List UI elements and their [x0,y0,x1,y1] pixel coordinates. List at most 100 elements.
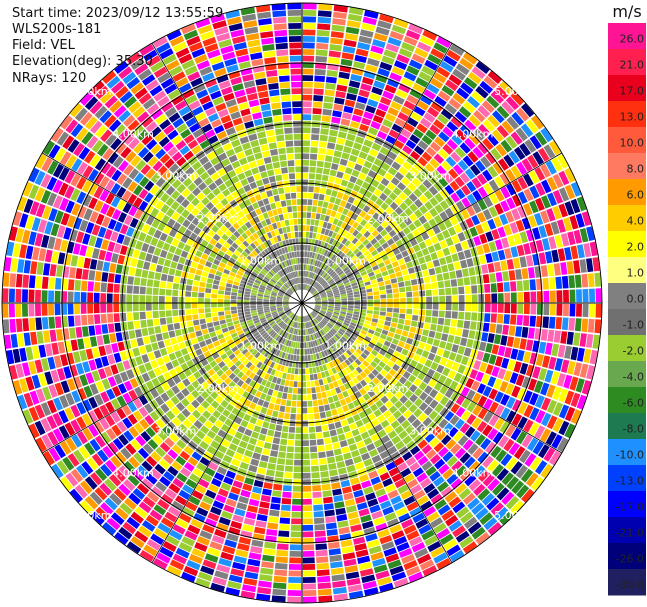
ppi-gate [495,143,507,157]
ppi-gate [500,260,508,271]
ppi-gate [69,103,83,118]
ppi-gate [191,291,198,298]
ppi-gate [60,115,73,130]
ppi-gate [314,413,320,420]
ppi-gate [44,343,53,357]
ppi-gate [122,235,131,246]
ppi-gate [276,297,283,300]
ppi-gate [430,517,444,529]
ppi-gate [298,375,302,381]
ppi-gate [283,478,293,485]
ppi-gate [153,349,162,359]
ppi-gate [535,460,548,475]
ppi-gate [132,294,139,303]
ppi-gate [288,312,293,318]
ppi-gate [221,365,229,373]
ppi-gate [186,393,195,403]
ppi-gate [270,307,277,310]
ppi-gate [123,380,133,392]
ppi-gate [109,474,122,487]
ppi-gate [397,340,405,348]
ppi-gate [443,172,454,184]
ppi-gate [419,290,426,297]
ppi-gate [157,257,165,266]
ppi-gate [309,334,312,341]
ppi-gate [289,288,294,293]
ppi-gate [380,377,389,386]
ppi-gate [150,207,160,218]
ppi-gate [331,190,338,198]
ppi-gate [233,205,242,213]
ppi-gate [398,405,408,414]
ppi-gate [379,349,387,356]
ppi-gate [268,319,275,324]
ppi-gate [315,332,320,339]
ppi-gate [424,211,433,221]
ppi-gate [342,277,349,282]
ppi-gate [451,344,459,353]
ppi-gate [313,95,324,102]
ppi-gate [92,347,100,358]
ppi-gate [569,376,579,391]
ppi-gate [356,502,368,511]
ppi-gate [342,552,356,561]
ppi-gate [233,281,240,286]
ppi-gate [372,39,386,49]
ppi-gate [128,168,140,180]
ppi-gate [52,163,64,178]
ppi-gate [353,351,360,358]
ppi-gate [509,222,519,234]
ppi-gate [361,480,372,489]
ppi-gate [219,216,228,225]
ppi-gate [110,455,122,468]
ppi-gate [189,122,201,133]
ppi-gate [333,310,340,313]
ppi-gate [223,504,235,514]
ppi-gate [401,553,416,565]
ppi-gate [6,349,15,365]
ppi-gate [589,241,598,257]
ppi-gate [438,446,449,458]
ppi-gate [352,288,359,292]
ppi-gate [210,391,219,400]
ppi-gate [258,338,265,345]
ppi-gate [233,145,243,154]
ppi-gate [332,18,346,26]
ppi-gate [463,347,472,357]
ppi-gate [48,144,61,159]
ppi-gate [218,557,232,567]
ppi-gate [344,359,351,366]
ppi-gate [472,392,482,404]
ppi-gate [510,348,519,360]
ppi-gate [377,494,389,504]
ppi-gate [302,16,317,23]
ppi-gate [307,394,312,401]
ppi-gate [255,324,262,329]
ppi-gate [324,404,331,411]
ppi-gate [178,172,188,183]
ppi-gate [420,94,433,106]
ppi-gate [319,234,324,241]
ppi-gate [446,473,459,485]
ppi-gate [197,571,213,582]
ppi-gate [395,358,404,367]
ppi-gate [41,276,49,289]
ppi-gate [265,274,272,280]
ppi-gate [490,313,497,323]
ppi-gate [385,43,400,53]
ppi-gate [335,386,342,394]
ppi-gate [134,63,149,76]
ppi-gate [79,480,93,495]
ppi-gate [332,488,342,496]
ppi-gate [434,266,442,274]
ppi-gate [302,81,313,88]
ppi-gate [155,113,167,125]
ppi-gate [238,495,249,504]
ppi-gate [302,173,309,179]
ppi-gate [432,371,441,381]
ppi-gate [71,434,83,448]
ppi-gate [313,504,324,511]
ppi-gate [388,129,400,139]
ppi-gate [47,431,59,446]
ppi-gate [393,308,400,313]
